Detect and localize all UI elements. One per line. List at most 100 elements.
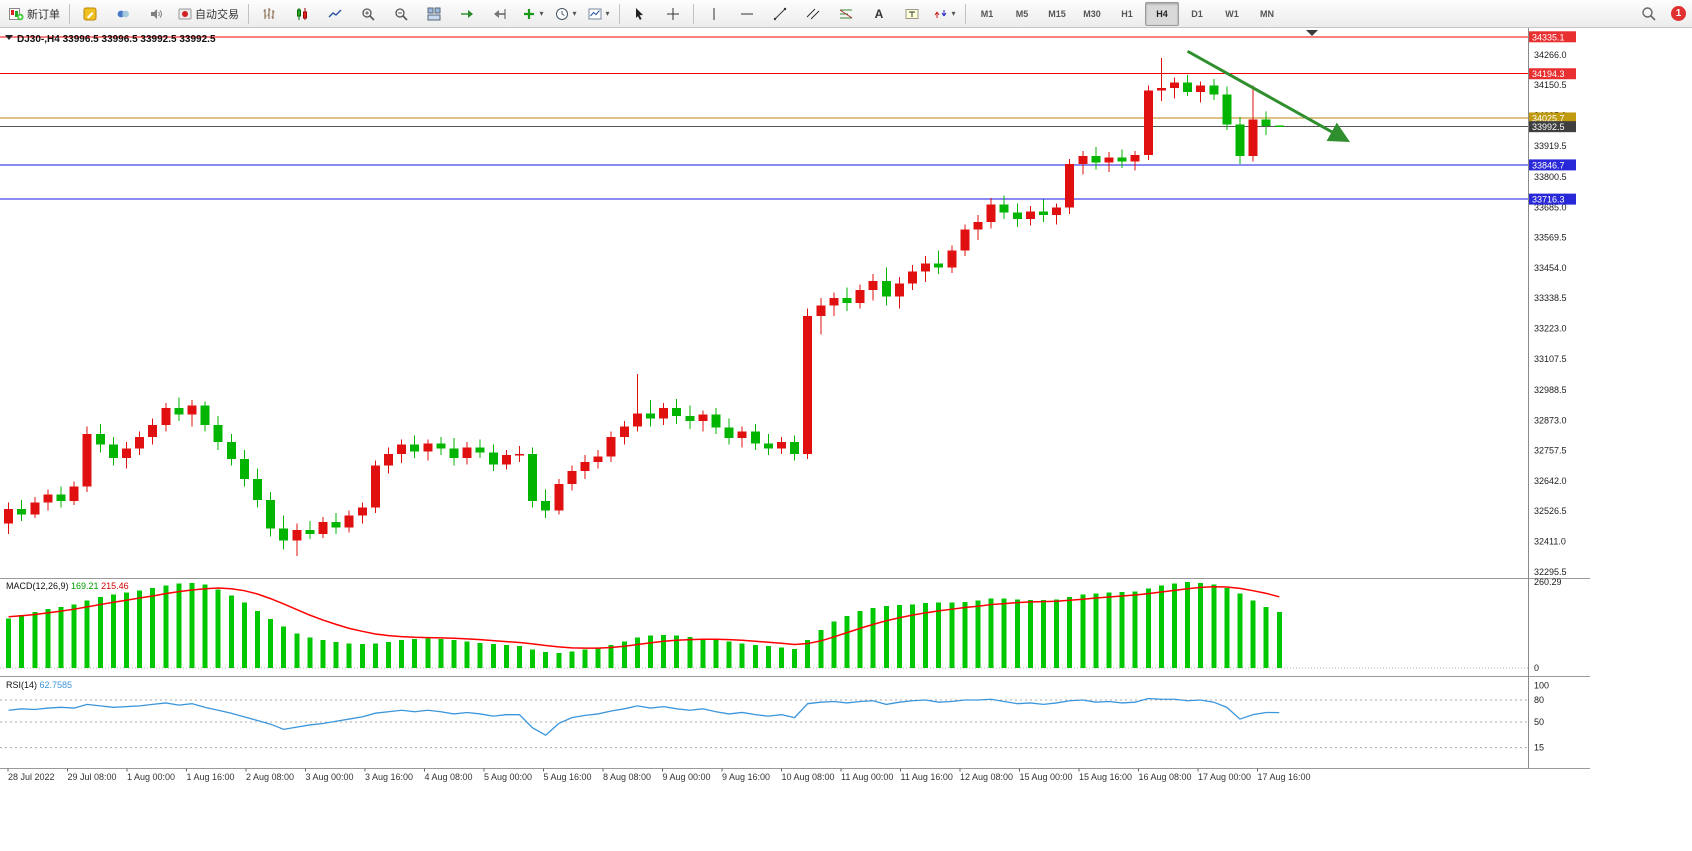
timeframe-button-m30[interactable]: M30 bbox=[1083, 8, 1101, 19]
chart-window[interactable]: DJ30-,H4 33996.5 33996.5 33992.5 33992.5… bbox=[0, 28, 1692, 790]
candlestick bbox=[960, 229, 970, 251]
zoom-in-icon bbox=[361, 7, 375, 21]
rsi-line bbox=[8, 697, 1280, 736]
cursor-button[interactable] bbox=[624, 2, 656, 26]
macd-histogram-bar bbox=[97, 596, 103, 668]
rsi-label: RSI(14) 62.7585 bbox=[6, 680, 72, 690]
alerts-button[interactable] bbox=[140, 2, 172, 26]
timeframe-button-h1[interactable]: H1 bbox=[1121, 8, 1133, 19]
fibonacci-icon bbox=[839, 7, 853, 21]
timeframe-button-mn[interactable]: MN bbox=[1260, 8, 1274, 19]
macd-histogram-bar bbox=[1171, 583, 1177, 668]
timeframe-button-m5[interactable]: M5 bbox=[1015, 8, 1029, 19]
zoom-out-button[interactable] bbox=[385, 2, 417, 26]
profiles-button[interactable] bbox=[107, 2, 139, 26]
candlestick bbox=[1235, 124, 1245, 157]
macd-histogram-bar bbox=[137, 590, 143, 668]
candlestick bbox=[567, 470, 577, 485]
candlestick bbox=[921, 263, 931, 272]
candlestick bbox=[383, 453, 393, 466]
line-chart-button[interactable] bbox=[319, 2, 351, 26]
candlestick bbox=[135, 436, 145, 449]
vertical-line-button[interactable] bbox=[698, 2, 730, 26]
macd-histogram-bar bbox=[1001, 598, 1007, 668]
candlestick bbox=[619, 426, 629, 437]
chart-shift-button[interactable] bbox=[484, 2, 516, 26]
trendline-button[interactable] bbox=[764, 2, 796, 26]
macd-histogram-bar bbox=[1040, 599, 1046, 668]
macd-histogram-bar bbox=[962, 601, 968, 668]
macd-histogram-bar bbox=[320, 640, 326, 668]
macd-histogram-bar bbox=[163, 585, 169, 668]
new-order-icon bbox=[9, 7, 24, 21]
macd-histogram-bar bbox=[1250, 600, 1256, 668]
macd-histogram-bar bbox=[412, 638, 418, 668]
macd-histogram-bar bbox=[281, 626, 287, 668]
macd-histogram-bar bbox=[569, 651, 575, 668]
indicators-button[interactable]: ▾ bbox=[517, 2, 549, 26]
fibonacci-button[interactable] bbox=[830, 2, 862, 26]
text-button[interactable]: A bbox=[863, 2, 895, 26]
macd-histogram-bar bbox=[84, 600, 90, 668]
timeframe-button-h4[interactable]: H4 bbox=[1145, 1, 1179, 26]
channel-button[interactable] bbox=[797, 2, 829, 26]
chevron-down-icon: ▾ bbox=[539, 8, 544, 18]
timeframe-button-m1[interactable]: M1 bbox=[980, 8, 994, 19]
notification-badge[interactable]: 1 bbox=[1671, 6, 1686, 21]
bars-chart-button[interactable] bbox=[253, 2, 285, 26]
rsi-tick-label: 100 bbox=[1534, 680, 1549, 690]
main-toolbar: 新订单 自动交易 bbox=[0, 0, 1692, 28]
macd-histogram-bar bbox=[870, 607, 876, 668]
macd-histogram-bar bbox=[254, 611, 260, 668]
candlestick bbox=[148, 425, 158, 437]
price-box-label: 34335.1 bbox=[1532, 32, 1565, 42]
time-label: 8 Aug 08:00 bbox=[603, 772, 651, 782]
tile-windows-button[interactable] bbox=[418, 2, 450, 26]
macd-histogram-bar bbox=[792, 648, 798, 668]
timeframe-button-w1[interactable]: W1 bbox=[1225, 8, 1239, 19]
price-axis[interactable]: 34266.034150.534035.033919.533800.533685… bbox=[1529, 31, 1576, 753]
vertical-line-icon bbox=[707, 7, 721, 21]
label-button[interactable] bbox=[896, 2, 928, 26]
candlestick-chart-button[interactable] bbox=[286, 2, 318, 26]
time-label: 17 Aug 16:00 bbox=[1258, 772, 1311, 782]
trend-arrow[interactable] bbox=[1186, 49, 1350, 143]
new-order-button[interactable]: 新订单 bbox=[4, 2, 65, 26]
macd-histogram-bar bbox=[595, 647, 601, 668]
resistance-line-price-box bbox=[1529, 68, 1576, 80]
cursor-icon bbox=[633, 7, 647, 21]
one-click-trading-toggle[interactable] bbox=[5, 35, 13, 40]
arrows-button[interactable]: ▾ bbox=[929, 2, 961, 26]
chart-canvas[interactable]: DJ30-,H4 33996.5 33996.5 33992.5 33992.5… bbox=[0, 28, 1692, 790]
macd-histogram-bar bbox=[1224, 588, 1230, 668]
price-tick-label: 33685.0 bbox=[1534, 202, 1567, 212]
auto-scroll-button[interactable] bbox=[451, 2, 483, 26]
candlestick bbox=[1012, 212, 1022, 220]
candlestick bbox=[1065, 164, 1075, 208]
macd-histogram-bar bbox=[543, 652, 549, 668]
autotrading-button[interactable]: 自动交易 bbox=[173, 2, 244, 26]
toolbar-separator bbox=[965, 3, 966, 24]
timeframe-button-d1[interactable]: D1 bbox=[1191, 8, 1203, 19]
arrows-icon bbox=[934, 7, 948, 21]
search-button[interactable] bbox=[1632, 2, 1664, 26]
macd-histogram-bar bbox=[608, 644, 614, 668]
candlestick bbox=[410, 444, 420, 452]
time-axis[interactable]: 28 Jul 2022 29 Jul 08:00 1 Aug 00:00 1 Aug … bbox=[7, 768, 1311, 783]
templates-button[interactable]: ▾ bbox=[583, 2, 615, 26]
candlestick bbox=[17, 509, 27, 515]
horizontal-line-button[interactable] bbox=[731, 2, 763, 26]
macd-histogram-bar bbox=[189, 582, 195, 668]
macd-histogram-bar bbox=[1067, 596, 1073, 668]
macd-histogram-bar bbox=[923, 603, 929, 668]
price-tick-label: 33107.5 bbox=[1534, 354, 1567, 364]
metaeditor-button[interactable] bbox=[74, 2, 106, 26]
candlestick bbox=[1130, 154, 1140, 162]
candlestick bbox=[1117, 157, 1127, 162]
time-label: 2 Aug 08:00 bbox=[246, 772, 294, 782]
crosshair-button[interactable] bbox=[657, 2, 689, 26]
periods-button[interactable]: ▾ bbox=[550, 2, 582, 26]
timeframe-button-m15[interactable]: M15 bbox=[1048, 8, 1066, 19]
candlestick bbox=[488, 452, 498, 465]
zoom-in-button[interactable] bbox=[352, 2, 384, 26]
